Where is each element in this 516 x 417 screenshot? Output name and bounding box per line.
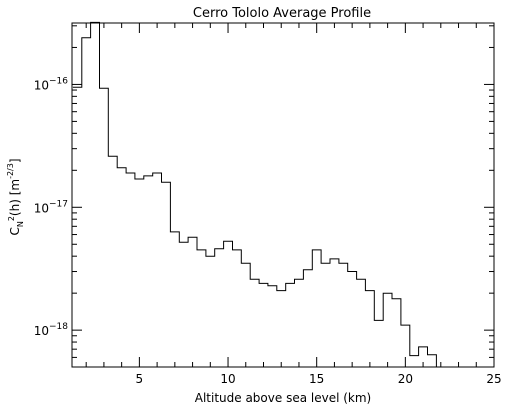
y-label-subscript: N	[16, 221, 25, 227]
y-tick-label: 10−16	[34, 76, 69, 92]
y-tick-label-base: 10	[34, 324, 49, 338]
y-label-close: ]	[8, 158, 22, 163]
y-tick-label: 10−18	[34, 322, 69, 338]
y-tick-label-exponent: −18	[49, 322, 68, 332]
y-tick-label: 10−17	[34, 199, 68, 215]
y-axis-label: CN2(h) [m-2/3]	[6, 158, 25, 235]
x-tick-label: 5	[136, 372, 144, 386]
y-label-middle: (h) [m	[8, 179, 22, 216]
x-tick-label: 10	[220, 372, 235, 386]
x-tick-label: 15	[309, 372, 324, 386]
y-tick-label-base: 10	[34, 201, 49, 215]
y-tick-label-exponent: −16	[49, 76, 68, 86]
x-axis-label: Altitude above sea level (km)	[195, 391, 371, 405]
y-label-unit-exponent: -2/3	[6, 163, 15, 179]
plot-frame	[71, 22, 495, 368]
x-tick-label: 20	[398, 372, 413, 386]
y-label-prefix: C	[8, 227, 22, 235]
x-tick-label: 25	[486, 372, 501, 386]
chart-title: Cerro Tololo Average Profile	[193, 6, 371, 21]
series-step-line	[72, 21, 437, 367]
x-axis: 5 10 15 20 25	[85, 23, 502, 386]
y-tick-label-exponent: −17	[49, 199, 68, 209]
y-label-superscript: 2	[7, 216, 16, 221]
y-tick-label-base: 10	[34, 78, 49, 92]
